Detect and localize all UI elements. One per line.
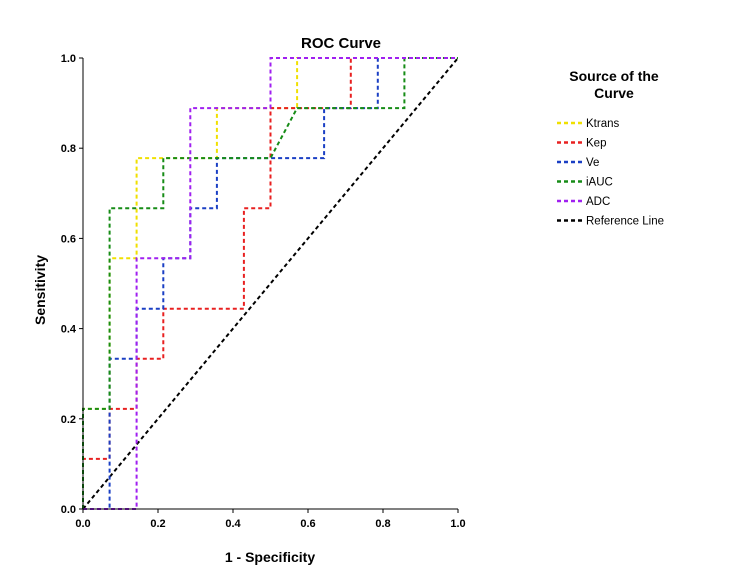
- legend-label-kep: Kep: [586, 138, 606, 150]
- chart-title: ROC Curve: [301, 35, 381, 52]
- legend-label-ktrans: Ktrans: [586, 118, 619, 130]
- y-tick-label: 0.6: [61, 233, 76, 245]
- y-axis-label: Sensitivity: [32, 255, 48, 325]
- x-tick-label: 0.4: [225, 518, 241, 530]
- x-tick-label: 1.0: [450, 518, 465, 530]
- x-tick-label: 0.8: [375, 518, 390, 530]
- x-tick-label: 0.6: [300, 518, 315, 530]
- y-tick-label: 0.2: [61, 414, 76, 426]
- series-line-adc: [83, 57, 458, 510]
- x-tick-label: 0.2: [150, 518, 165, 530]
- legend: Source of the Curve Ktrans Kep Ve iAUC ADC Ref…: [557, 68, 664, 228]
- axes: 0.0 0.2 0.4 0.6 0.8 1.0 0.0 0.2 0.4 0.6 0.8 1.0: [61, 53, 466, 530]
- y-tick-label: 0.8: [61, 143, 76, 155]
- series-line-ktrans: [82, 57, 458, 509]
- legend-label-iauc: iAUC: [586, 177, 613, 189]
- y-tick-label: 0.0: [61, 504, 76, 516]
- y-tick-label: 1.0: [61, 53, 76, 65]
- legend-label-adc: ADC: [586, 196, 610, 208]
- x-tick-label: 0.0: [75, 518, 90, 530]
- legend-label-reference-line: Reference Line: [586, 216, 664, 228]
- legend-label-ve: Ve: [586, 157, 599, 169]
- y-tick-label: 0.4: [61, 324, 77, 336]
- legend-title: Source of the Curve: [569, 68, 659, 101]
- plot-area: [82, 57, 459, 510]
- x-axis-label: 1 - Specificity: [225, 549, 315, 565]
